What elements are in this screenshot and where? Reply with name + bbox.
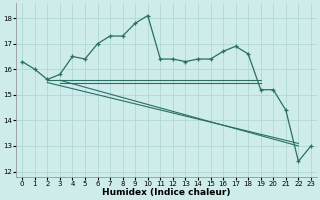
X-axis label: Humidex (Indice chaleur): Humidex (Indice chaleur) bbox=[102, 188, 231, 197]
